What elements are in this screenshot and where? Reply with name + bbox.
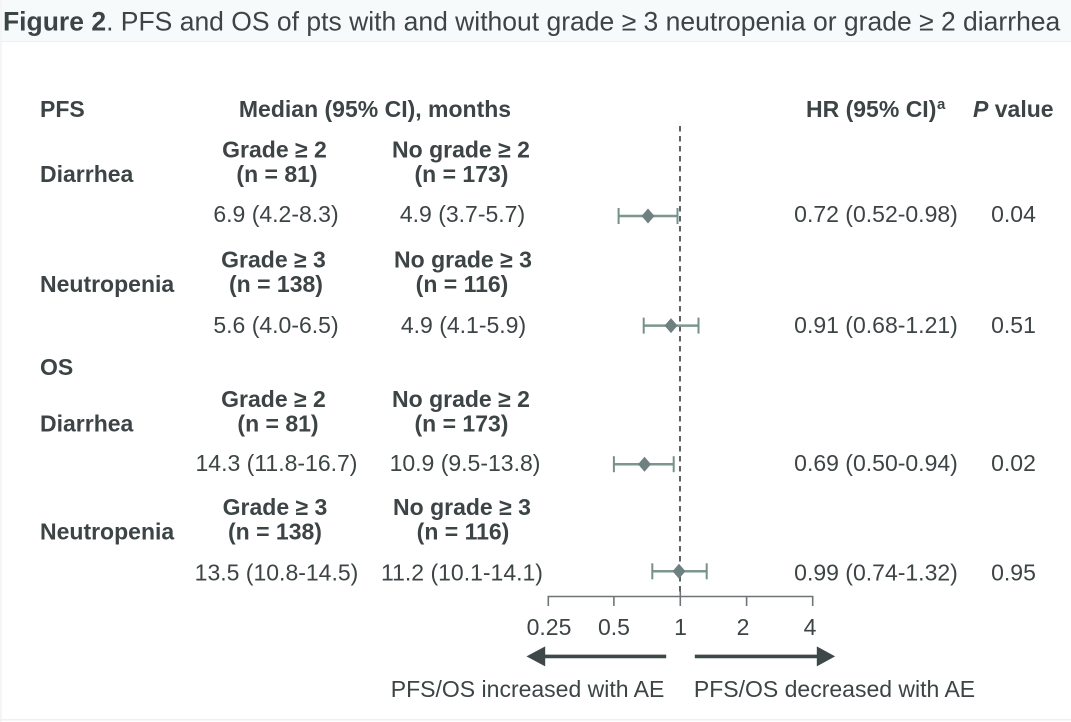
svg-text:0.02: 0.02: [991, 450, 1036, 476]
svg-text:Median (95% CI), months: Median (95% CI), months: [239, 96, 511, 122]
svg-text:11.2 (10.1-14.1): 11.2 (10.1-14.1): [381, 560, 543, 586]
svg-text:4.9 (4.1-5.9): 4.9 (4.1-5.9): [401, 312, 526, 338]
svg-text:OS: OS: [40, 354, 73, 380]
svg-text:No grade ≥ 3: No grade ≥ 3: [394, 247, 532, 273]
svg-text:(n = 173): (n = 173): [415, 411, 509, 437]
svg-text:Figure 2. PFS and OS of pts wi: Figure 2. PFS and OS of pts with and wit…: [3, 6, 1061, 36]
svg-text:(n = 173): (n = 173): [415, 161, 509, 187]
svg-text:13.5 (10.8-14.5): 13.5 (10.8-14.5): [195, 560, 359, 586]
svg-text:0.99 (0.74-1.32): 0.99 (0.74-1.32): [794, 560, 958, 586]
svg-text:P value: P value: [973, 96, 1054, 122]
svg-text:5.6 (4.0-6.5): 5.6 (4.0-6.5): [213, 312, 338, 338]
svg-text:4.9 (3.7-5.7): 4.9 (3.7-5.7): [400, 201, 525, 227]
svg-text:Neutropenia: Neutropenia: [40, 271, 174, 297]
svg-text:0.04: 0.04: [991, 201, 1036, 227]
svg-text:Diarrhea: Diarrhea: [40, 161, 134, 187]
svg-text:Grade ≥ 3: Grade ≥ 3: [221, 247, 326, 273]
svg-text:0.5: 0.5: [598, 614, 630, 640]
svg-text:2: 2: [737, 614, 750, 640]
svg-text:Grade ≥ 3: Grade ≥ 3: [223, 494, 328, 520]
svg-text:PFS/OS increased with AE: PFS/OS increased with AE: [391, 676, 665, 702]
svg-text:0.72 (0.52-0.98): 0.72 (0.52-0.98): [794, 201, 958, 227]
svg-text:No grade ≥ 2: No grade ≥ 2: [392, 137, 530, 163]
svg-text:Neutropenia: Neutropenia: [40, 519, 174, 545]
svg-text:10.9 (9.5-13.8): 10.9 (9.5-13.8): [390, 450, 541, 476]
svg-text:0.51: 0.51: [991, 312, 1036, 338]
svg-text:(n = 116): (n = 116): [417, 519, 510, 545]
svg-text:(n = 81): (n = 81): [236, 161, 317, 187]
svg-text:0.69 (0.50-0.94): 0.69 (0.50-0.94): [794, 450, 958, 476]
svg-text:14.3 (11.8-16.7): 14.3 (11.8-16.7): [196, 450, 358, 476]
svg-text:PFS/OS decreased with AE: PFS/OS decreased with AE: [694, 676, 975, 702]
svg-text:Grade ≥ 2: Grade ≥ 2: [221, 386, 326, 412]
svg-text:(n = 81): (n = 81): [237, 411, 318, 437]
svg-text:PFS: PFS: [40, 96, 85, 122]
svg-text:No grade ≥ 3: No grade ≥ 3: [393, 494, 531, 520]
svg-text:a: a: [937, 96, 946, 113]
svg-text:(n = 116): (n = 116): [416, 271, 509, 297]
svg-text:6.9 (4.2-8.3): 6.9 (4.2-8.3): [213, 201, 338, 227]
svg-text:No grade ≥ 2: No grade ≥ 2: [392, 386, 530, 412]
svg-text:Diarrhea: Diarrhea: [40, 411, 134, 437]
svg-text:0.95: 0.95: [991, 560, 1036, 586]
svg-text:(n = 138): (n = 138): [229, 271, 323, 297]
svg-text:Grade ≥ 2: Grade ≥ 2: [222, 137, 327, 163]
svg-text:1: 1: [674, 614, 687, 640]
svg-text:4: 4: [804, 614, 817, 640]
svg-text:0.91 (0.68-1.21): 0.91 (0.68-1.21): [794, 312, 958, 338]
svg-text:HR (95% CI): HR (95% CI): [806, 96, 936, 122]
svg-text:(n = 138): (n = 138): [228, 519, 322, 545]
svg-text:0.25: 0.25: [527, 614, 572, 640]
